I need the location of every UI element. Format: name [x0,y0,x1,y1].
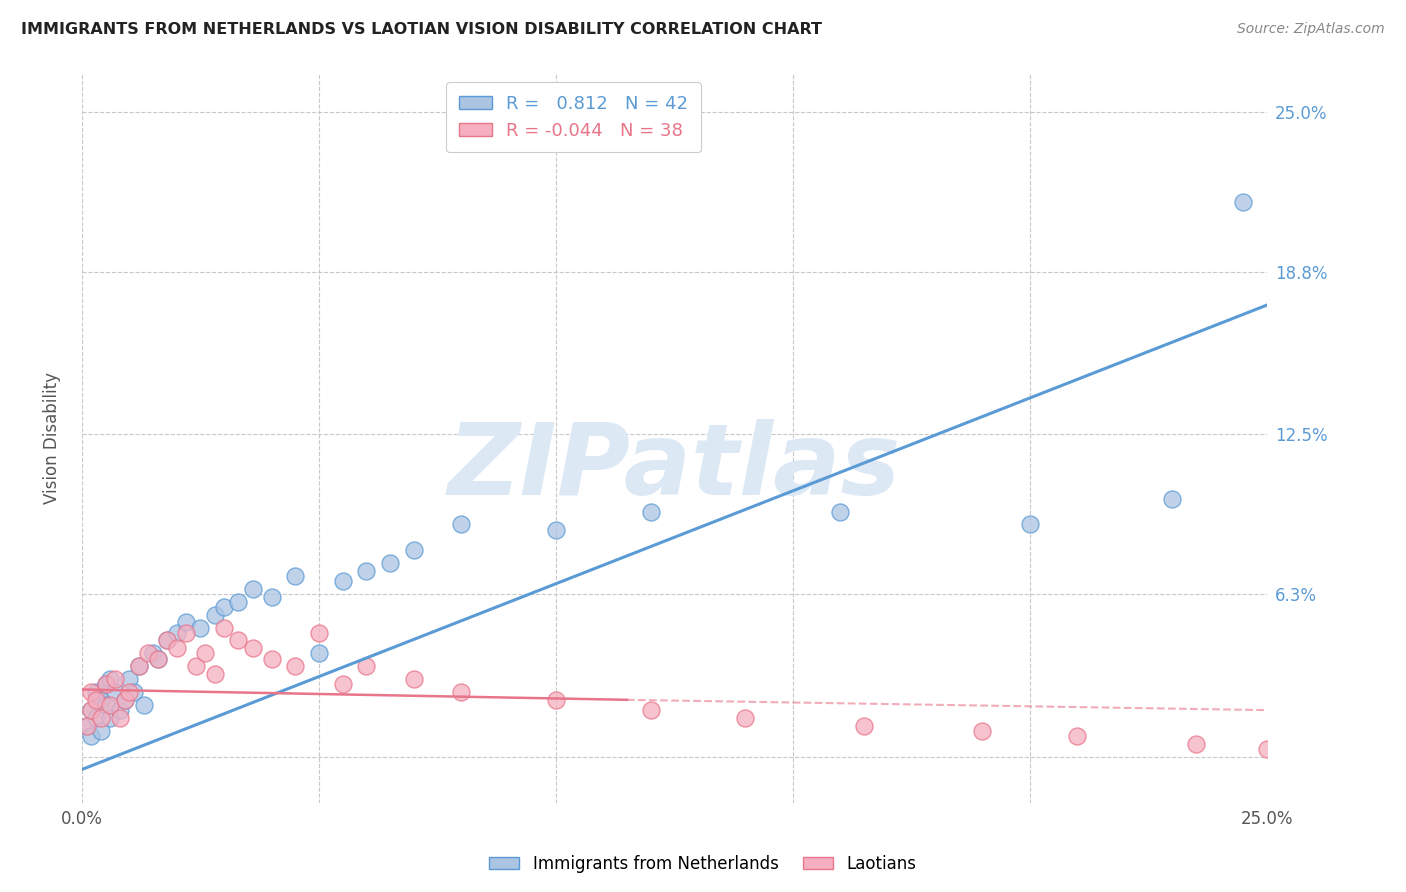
Point [166,625,188,640]
Point [146,651,169,665]
Point [544,693,567,707]
Text: IMMIGRANTS FROM NETHERLANDS VS LAOTIAN VISION DISABILITY CORRELATION CHART: IMMIGRANTS FROM NETHERLANDS VS LAOTIAN V… [21,22,823,37]
Point [90,723,112,738]
Point [94,677,117,691]
Point [146,651,169,665]
Point [184,659,207,673]
Point [132,698,155,712]
Point [212,599,235,614]
Point [308,646,330,660]
Point [544,523,567,537]
Point [1161,491,1184,506]
Point [142,646,165,660]
Point [174,615,197,630]
Point [204,667,226,681]
Point [1184,737,1206,751]
Point [284,659,307,673]
Y-axis label: Vision Disability: Vision Disability [44,372,60,504]
Point [734,711,756,725]
Point [108,703,131,717]
Point [128,659,150,673]
Point [90,693,112,707]
Point [450,517,472,532]
Point [80,685,103,699]
Point [356,659,378,673]
Point [104,672,127,686]
Point [308,625,330,640]
Point [80,703,103,717]
Point [194,646,217,660]
Point [100,672,122,686]
Point [118,685,141,699]
Point [1018,517,1040,532]
Point [94,677,117,691]
Point [242,582,264,596]
Point [1232,194,1254,209]
Point [76,718,98,732]
Point [640,504,662,518]
Point [136,646,159,660]
Point [94,698,117,712]
Point [84,685,107,699]
Point [80,703,103,717]
Point [128,659,150,673]
Point [84,693,107,707]
Point [450,685,472,699]
Point [84,711,107,725]
Point [260,590,283,604]
Point [228,633,250,648]
Legend: R =   0.812   N = 42, R = -0.044   N = 38: R = 0.812 N = 42, R = -0.044 N = 38 [447,82,700,153]
Point [378,556,401,570]
Point [260,651,283,665]
Point [212,621,235,635]
Point [1256,741,1278,756]
Point [284,569,307,583]
Point [100,711,122,725]
Text: ZIPatlas: ZIPatlas [447,418,901,516]
Point [852,718,875,732]
Point [402,543,425,558]
Point [640,703,662,717]
Point [242,641,264,656]
Point [80,729,103,743]
Point [100,698,122,712]
Point [156,633,179,648]
Legend: Immigrants from Netherlands, Laotians: Immigrants from Netherlands, Laotians [482,848,924,880]
Point [76,718,98,732]
Point [156,633,179,648]
Point [1066,729,1088,743]
Text: Source: ZipAtlas.com: Source: ZipAtlas.com [1237,22,1385,37]
Point [204,607,226,622]
Point [108,711,131,725]
Point [104,685,127,699]
Point [228,595,250,609]
Point [90,711,112,725]
Point [118,672,141,686]
Point [166,641,188,656]
Point [122,685,145,699]
Point [830,504,852,518]
Point [114,693,136,707]
Point [114,693,136,707]
Point [972,723,994,738]
Point [190,621,212,635]
Point [174,625,197,640]
Point [356,564,378,578]
Point [332,574,354,589]
Point [332,677,354,691]
Point [402,672,425,686]
